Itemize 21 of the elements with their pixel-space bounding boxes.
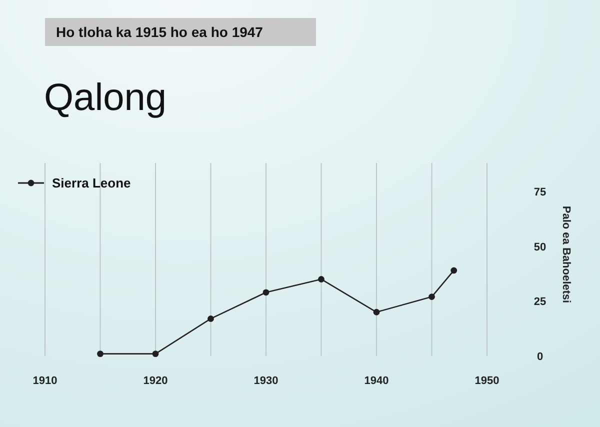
point	[262, 289, 270, 296]
point	[373, 308, 380, 316]
point	[208, 316, 214, 322]
chart-title: Qalong	[44, 77, 167, 119]
point	[318, 276, 324, 282]
point	[97, 350, 104, 358]
point	[428, 294, 435, 300]
y-tick-label: 50	[534, 241, 546, 254]
point	[152, 350, 159, 358]
y-tick-label: 25	[534, 296, 546, 308]
chart-subtitle: Ho tloha ka 1915 ho ea ho 1947	[56, 24, 264, 40]
y-tick-label: 0	[536, 351, 544, 363]
y-axis-title: Palo ea Bahoeletsi	[560, 206, 572, 304]
legend-label: Sierra Leone	[52, 176, 131, 190]
x-tick-label: 1950	[474, 375, 500, 387]
y-tick-label: 75	[534, 186, 546, 199]
x-tick-label: 1910	[32, 375, 58, 387]
x-tick-label: 1930	[254, 375, 278, 387]
point	[450, 267, 458, 274]
x-tick-label: 1920	[143, 375, 168, 387]
x-tick-label: 1940	[364, 375, 389, 387]
